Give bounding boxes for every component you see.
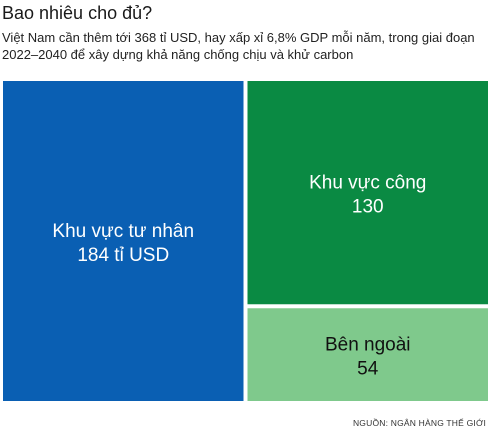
chart-title: Bao nhiêu cho đủ? [2, 3, 153, 23]
treemap-label: Khu vực công [309, 173, 426, 194]
treemap-cell-khu-vuc-tu-nhan: Khu vực tư nhân 184 tỉ USD [3, 81, 244, 401]
treemap-rect [247, 81, 488, 305]
treemap-value-label: 130 [352, 197, 384, 218]
treemap-label: Khu vực tư nhân [52, 221, 194, 242]
treemap-rect [3, 81, 244, 401]
treemap-label: Bên ngoài [325, 335, 411, 356]
treemap-cell-ben-ngoai: Bên ngoài 54 [247, 308, 488, 401]
treemap-value-label: 54 [357, 359, 379, 380]
source-note: NGUỒN: NGÂN HÀNG THẾ GIỚI [352, 418, 486, 428]
treemap-value-label: 184 tỉ USD [77, 245, 169, 266]
treemap-rect [247, 308, 488, 401]
chart-subtitle: Việt Nam cần thêm tới 368 tỉ USD, hay xấ… [2, 30, 475, 62]
treemap-cell-khu-vuc-cong: Khu vực công 130 [247, 81, 488, 305]
